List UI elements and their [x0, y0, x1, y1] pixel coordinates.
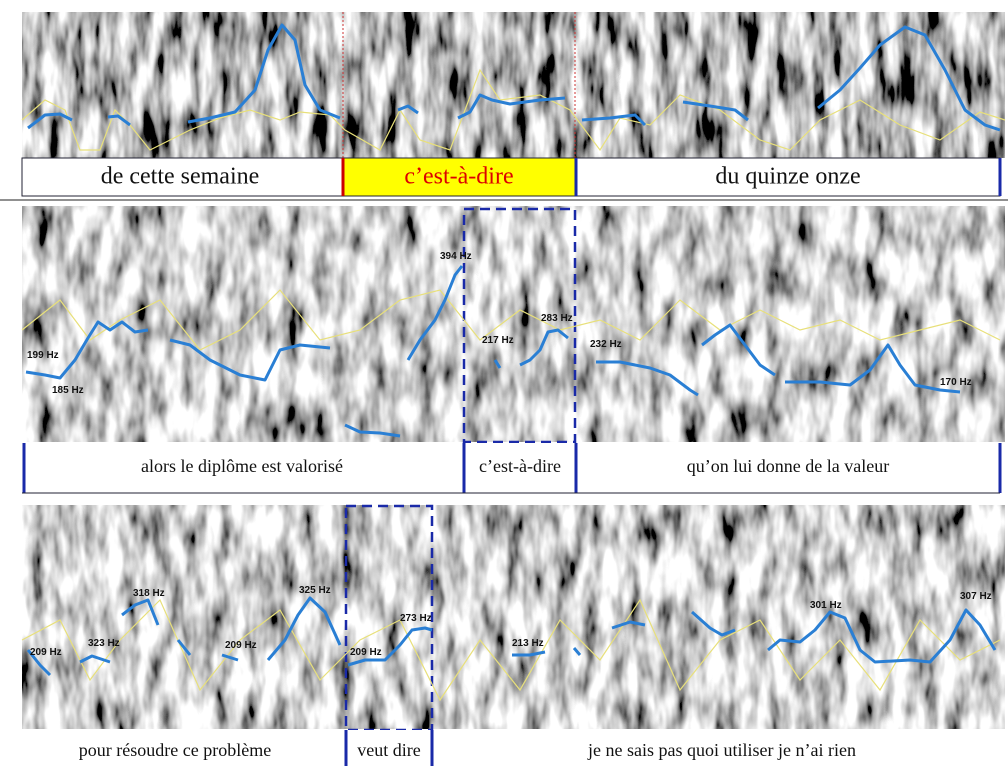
pitch-contour [512, 650, 546, 657]
pitch-contour [397, 104, 419, 115]
pitch-contour [682, 100, 749, 122]
pitch-annotation: 283 Hz [541, 313, 573, 324]
pitch-contour [785, 343, 961, 394]
pitch-contour [596, 360, 699, 397]
panel: pour résoudre ce problème veut dire je n… [21, 504, 1005, 766]
pitch-annotation: 217 Hz [482, 335, 514, 346]
pitch-annotation: 170 Hz [940, 377, 972, 388]
segment-box [342, 157, 576, 197]
segment-label: je ne sais pas quoi utiliser je n’ai rie… [587, 740, 856, 760]
pitch-annotation: 213 Hz [512, 638, 544, 649]
pitch-contour [344, 423, 401, 438]
segment-box [22, 443, 1000, 493]
intensity-curve [21, 598, 1001, 702]
pitch-contour [691, 610, 736, 637]
pitch-contour [176, 639, 192, 656]
pitch-contour [266, 596, 342, 661]
segment-label: du quinze onze [715, 164, 860, 190]
focus-box [462, 207, 577, 444]
pitch-contour [107, 114, 131, 127]
pitch-annotation: 394 Hz [440, 251, 472, 262]
pitch-annotation: 209 Hz [225, 640, 257, 651]
pitch-contour [581, 113, 647, 127]
pitch-contour [817, 25, 1001, 132]
panel: alors le diplôme est valorisé c’est-à-di… [0, 199, 1008, 494]
pitch-annotation: 232 Hz [590, 339, 622, 350]
segment-label: c’est-à-dire [404, 164, 513, 190]
panel: de cette semaine c’est-à-dire du quinze … [21, 12, 1006, 197]
pitch-annotation: 209 Hz [350, 647, 382, 658]
pitch-contour [611, 620, 646, 630]
pitch-annotation: 323 Hz [88, 638, 120, 649]
pitch-contour [406, 265, 464, 361]
pitch-contour [347, 626, 433, 667]
pitch-contour [25, 320, 149, 380]
pitch-contour [187, 23, 341, 124]
pitch-contour [572, 647, 582, 656]
segment-label: de cette semaine [101, 164, 260, 190]
pitch-annotation: 199 Hz [27, 350, 59, 361]
segment-label: alors le diplôme est valorisé [141, 456, 343, 476]
pitch-annotation: 325 Hz [299, 585, 331, 596]
segment-label: c’est-à-dire [479, 456, 561, 476]
pitch-annotation: 209 Hz [30, 647, 62, 658]
pitch-contour [169, 338, 331, 382]
pitch-annotation: 301 Hz [810, 600, 842, 611]
segment-box [22, 730, 1000, 766]
pitch-contour [457, 93, 566, 120]
pitch-contour [519, 328, 569, 367]
pitch-contour [493, 359, 502, 369]
pitch-annotation: 273 Hz [400, 613, 432, 624]
pitch-contour [26, 649, 52, 677]
pitch-contour [27, 112, 73, 130]
segment-label: qu’on lui donne de la valeur [687, 456, 889, 476]
pitch-contour [79, 654, 111, 664]
pitch-contour [221, 653, 239, 662]
pitch-annotation: 185 Hz [52, 385, 84, 396]
spectrogram [22, 12, 1005, 158]
spectrogram [22, 505, 1005, 729]
pitch-annotation: 307 Hz [960, 591, 992, 602]
segment-label: veut dire [357, 740, 420, 760]
pitch-contour [701, 323, 776, 377]
intensity-curve [21, 289, 1001, 351]
pitch-annotation: 318 Hz [133, 588, 165, 599]
pitch-contour [767, 608, 997, 664]
segment-box [21, 157, 344, 197]
segment-label: pour résoudre ce problème [79, 740, 271, 760]
spectrogram [22, 206, 1005, 442]
pitch-contour [121, 598, 160, 626]
